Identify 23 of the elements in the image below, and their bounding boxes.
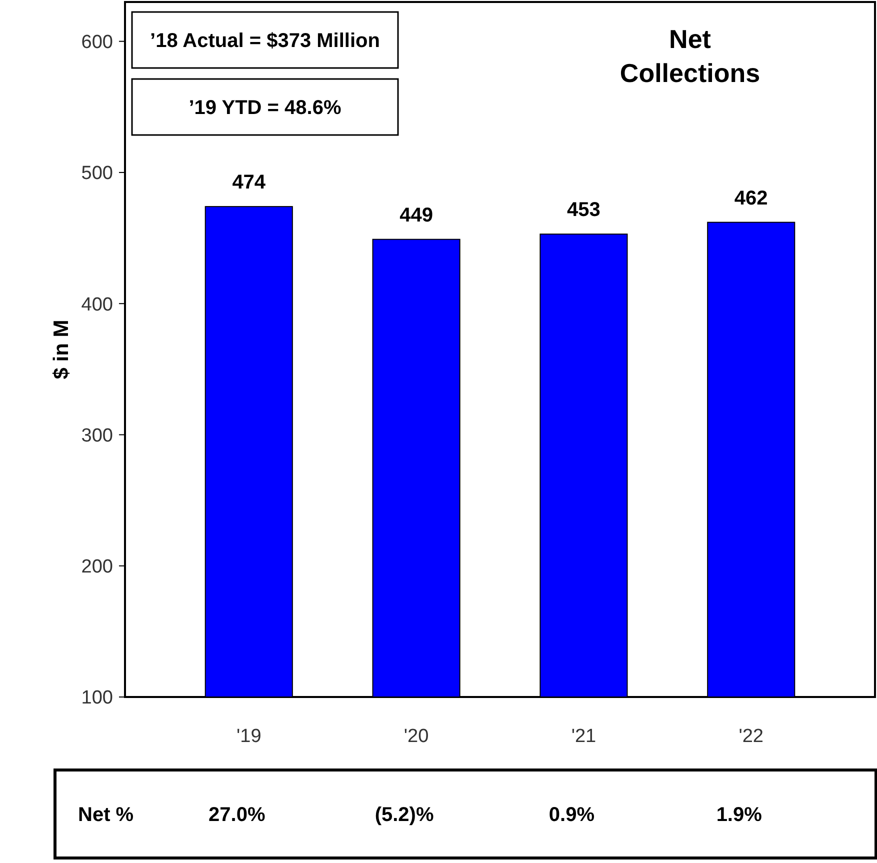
annotation: ’18 Actual = $373 Million: [150, 30, 380, 52]
text: 27.0%: [208, 804, 266, 826]
text: 0.9%: [548, 804, 595, 826]
x-tick-label: '22: [738, 726, 764, 747]
y-tick-label: 500: [81, 163, 113, 184]
y-axis-title: $ in M: [50, 320, 73, 380]
text: 1.9%: [716, 804, 762, 826]
text: (5.2)%: [374, 804, 434, 826]
y-tick-label: 300: [81, 425, 113, 446]
data-label: 474: [232, 172, 266, 194]
y-tick-label: 200: [81, 556, 113, 578]
text: Net Collections: [620, 24, 760, 88]
annotation: ’19 YTD = 48.6%: [188, 97, 342, 119]
y-tick-label: 100: [81, 688, 113, 709]
data-label: 453: [567, 199, 600, 222]
x-tick-label: '19: [236, 726, 262, 747]
y-tick-label: 600: [81, 32, 113, 53]
y-tick-label: 400: [81, 294, 113, 316]
x-tick-label: '21: [571, 726, 596, 747]
x-tick-label: '20: [404, 726, 429, 747]
data-label: 462: [734, 187, 768, 210]
data-label: 449: [400, 204, 433, 226]
text: Net %: [78, 804, 134, 826]
